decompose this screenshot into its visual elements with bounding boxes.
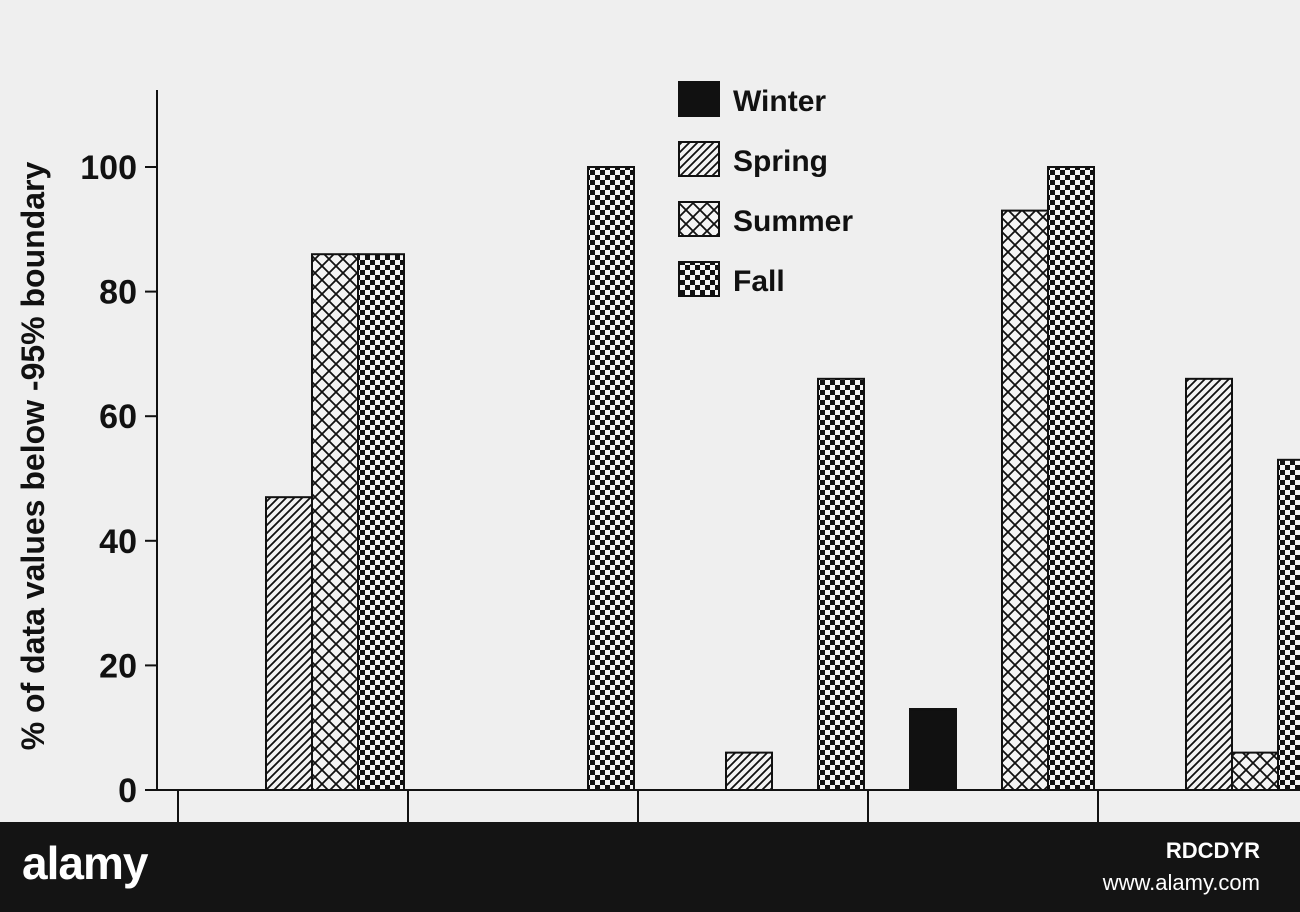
legend-label-summer: Summer <box>733 205 853 238</box>
legend: Winter Spring Summer Fall <box>678 81 853 298</box>
watermark-logo: alamy <box>22 837 148 889</box>
y-tick-label: 20 <box>99 647 137 685</box>
bar-fall-1 <box>357 253 405 792</box>
y-tick-label: 80 <box>99 274 137 312</box>
bar-summer-1 <box>311 253 359 792</box>
bars <box>265 166 1300 792</box>
legend-swatch-winter <box>678 81 720 117</box>
watermark-url: www.alamy.com <box>1102 870 1260 895</box>
bar-fall-2 <box>587 166 635 791</box>
bar-fall-3 <box>817 377 865 791</box>
y-tick-label: 40 <box>99 523 137 561</box>
watermark-image-id: RDCDYR <box>1165 838 1260 863</box>
legend-label-spring: Spring <box>733 145 828 178</box>
axes: 0 20 40 60 80 100 <box>80 90 1290 822</box>
bar-summer-5 <box>1231 751 1279 791</box>
y-axis-label: % of data values below -95% boundary <box>15 162 51 751</box>
bar-fall-4 <box>1047 166 1095 791</box>
watermark-band <box>0 822 1300 912</box>
legend-label-fall: Fall <box>733 265 785 298</box>
bar-summer-4 <box>1001 209 1049 792</box>
legend-label-winter: Winter <box>733 85 826 118</box>
bar-winter-4 <box>909 708 957 792</box>
y-tick-label: 0 <box>118 772 137 810</box>
legend-swatch-spring <box>678 141 720 177</box>
legend-swatch-fall <box>678 261 720 297</box>
y-tick-label: 60 <box>99 398 137 436</box>
bar-spring-3 <box>725 751 773 791</box>
bar-spring-1 <box>265 496 313 791</box>
legend-swatch-summer <box>678 201 720 237</box>
bar-fall-5 <box>1277 458 1300 791</box>
bar-spring-5 <box>1185 377 1233 791</box>
y-tick-label: 100 <box>80 149 137 187</box>
